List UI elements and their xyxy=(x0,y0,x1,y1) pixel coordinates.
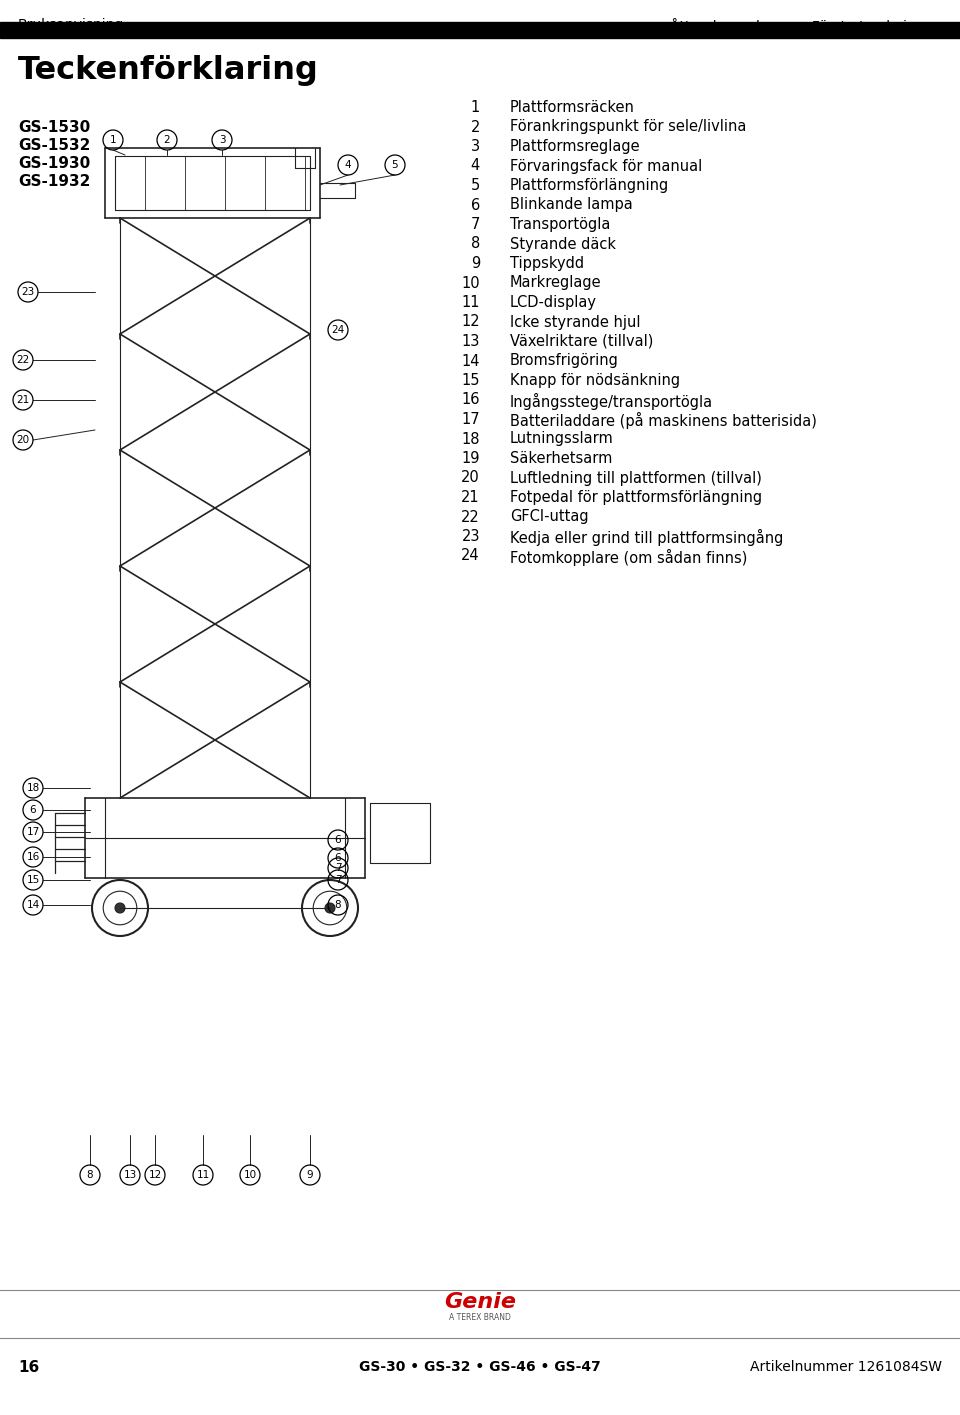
Circle shape xyxy=(325,903,335,913)
Text: 17: 17 xyxy=(462,412,480,427)
Text: 16: 16 xyxy=(462,392,480,408)
Text: 20: 20 xyxy=(16,434,30,444)
Text: 8: 8 xyxy=(335,900,342,910)
Text: 6: 6 xyxy=(335,853,342,863)
Text: GS-1932: GS-1932 xyxy=(18,174,90,190)
Text: Fotomkopplare (om sådan finns): Fotomkopplare (om sådan finns) xyxy=(510,549,748,566)
Text: Icke styrande hjul: Icke styrande hjul xyxy=(510,314,640,330)
Text: 9: 9 xyxy=(470,256,480,272)
Text: Förvaringsfack för manual: Förvaringsfack för manual xyxy=(510,158,703,174)
Text: 14: 14 xyxy=(462,354,480,368)
Text: 2: 2 xyxy=(164,134,170,144)
Text: GS-1532: GS-1532 xyxy=(18,139,90,153)
Text: Bruksanvisning: Bruksanvisning xyxy=(18,18,124,33)
Text: 6: 6 xyxy=(30,805,36,815)
Text: 15: 15 xyxy=(26,874,39,884)
Text: 14: 14 xyxy=(26,900,39,910)
Text: Plattformsräcken: Plattformsräcken xyxy=(510,100,635,115)
Text: Blinkande lampa: Blinkande lampa xyxy=(510,198,633,212)
Text: 7: 7 xyxy=(335,874,342,884)
Text: 5: 5 xyxy=(392,160,398,170)
Text: Batteriladdare (på maskinens batterisida): Batteriladdare (på maskinens batterisida… xyxy=(510,412,817,429)
Text: Artikelnummer 1261084SW: Artikelnummer 1261084SW xyxy=(750,1360,942,1374)
Text: GS-1530: GS-1530 xyxy=(18,120,90,134)
Text: 1: 1 xyxy=(109,134,116,144)
Text: Plattformsförlängning: Plattformsförlängning xyxy=(510,178,669,192)
Text: 10: 10 xyxy=(244,1170,256,1180)
Text: 6: 6 xyxy=(470,198,480,212)
Text: GS-1930: GS-1930 xyxy=(18,156,90,171)
Text: GS-30 • GS-32 • GS-46 • GS-47: GS-30 • GS-32 • GS-46 • GS-47 xyxy=(359,1360,601,1374)
Text: Styrande däck: Styrande däck xyxy=(510,236,616,252)
Text: 7: 7 xyxy=(470,216,480,232)
Text: Luftledning till plattformen (tillval): Luftledning till plattformen (tillval) xyxy=(510,471,762,485)
Text: Transportögla: Transportögla xyxy=(510,216,611,232)
Text: Teckenförklaring: Teckenförklaring xyxy=(18,55,319,86)
Text: Plattformsreglage: Plattformsreglage xyxy=(510,139,640,154)
Text: Knapp för nödsänkning: Knapp för nödsänkning xyxy=(510,374,680,388)
Text: 3: 3 xyxy=(219,134,226,144)
Text: 9: 9 xyxy=(306,1170,313,1180)
Text: 16: 16 xyxy=(18,1360,39,1375)
Text: Tippskydd: Tippskydd xyxy=(510,256,584,272)
Text: 7: 7 xyxy=(335,863,342,873)
Text: 21: 21 xyxy=(16,395,30,405)
Text: Kedja eller grind till plattformsingång: Kedja eller grind till plattformsingång xyxy=(510,529,783,546)
Text: 4: 4 xyxy=(345,160,351,170)
Text: Växelriktare (tillval): Växelriktare (tillval) xyxy=(510,334,654,350)
Text: 6: 6 xyxy=(335,835,342,845)
Text: 1: 1 xyxy=(470,100,480,115)
Text: LCD-display: LCD-display xyxy=(510,294,597,310)
Text: Säkerhetsarm: Säkerhetsarm xyxy=(510,451,612,466)
Text: Fotpedal för plattformsförlängning: Fotpedal för plattformsförlängning xyxy=(510,490,762,505)
Bar xyxy=(0,23,960,38)
Text: 20: 20 xyxy=(461,471,480,485)
Text: 12: 12 xyxy=(149,1170,161,1180)
Text: Ingångsstege/transportögla: Ingångsstege/transportögla xyxy=(510,392,713,409)
Text: A TEREX BRAND: A TEREX BRAND xyxy=(449,1313,511,1322)
Text: 13: 13 xyxy=(124,1170,136,1180)
Text: GFCI-uttag: GFCI-uttag xyxy=(510,509,588,525)
Text: 19: 19 xyxy=(462,451,480,466)
Circle shape xyxy=(115,903,125,913)
Text: 23: 23 xyxy=(21,287,35,297)
Text: 22: 22 xyxy=(16,355,30,365)
Text: 2: 2 xyxy=(470,119,480,134)
Text: 23: 23 xyxy=(462,529,480,543)
Text: 18: 18 xyxy=(26,782,39,792)
Text: 10: 10 xyxy=(462,276,480,290)
Text: 12: 12 xyxy=(462,314,480,330)
Text: 24: 24 xyxy=(331,325,345,335)
Text: Genie: Genie xyxy=(444,1292,516,1312)
Text: Lutningsslarm: Lutningsslarm xyxy=(510,432,613,447)
Text: 17: 17 xyxy=(26,826,39,838)
Text: 11: 11 xyxy=(197,1170,209,1180)
Text: 8: 8 xyxy=(86,1170,93,1180)
Text: 16: 16 xyxy=(26,852,39,862)
Text: 8: 8 xyxy=(470,236,480,252)
Text: 13: 13 xyxy=(462,334,480,350)
Text: 3: 3 xyxy=(470,139,480,154)
Text: 21: 21 xyxy=(462,490,480,505)
Text: Bromsfrigöring: Bromsfrigöring xyxy=(510,354,619,368)
Text: 5: 5 xyxy=(470,178,480,192)
Text: Markreglage: Markreglage xyxy=(510,276,602,290)
Text: 24: 24 xyxy=(462,549,480,563)
Text: 22: 22 xyxy=(461,509,480,525)
Text: 4: 4 xyxy=(470,158,480,174)
Text: 11: 11 xyxy=(462,294,480,310)
Text: 15: 15 xyxy=(462,374,480,388)
Text: 18: 18 xyxy=(462,432,480,447)
Text: Förankringspunkt för sele/livlina: Förankringspunkt för sele/livlina xyxy=(510,119,746,134)
Text: Åttonde upplagan • Första tryckningen: Åttonde upplagan • Första tryckningen xyxy=(670,18,942,34)
